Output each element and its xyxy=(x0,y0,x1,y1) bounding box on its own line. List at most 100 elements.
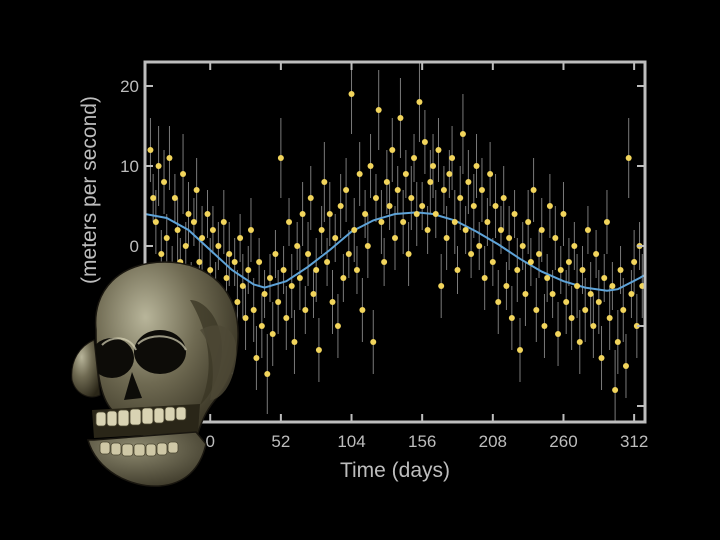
data-point xyxy=(397,115,404,121)
data-point xyxy=(163,235,170,241)
data-point xyxy=(468,251,475,257)
data-point xyxy=(353,267,360,273)
data-point xyxy=(359,307,366,313)
data-point xyxy=(152,219,159,225)
data-point xyxy=(514,267,521,273)
data-point xyxy=(546,203,553,209)
data-point xyxy=(185,211,192,217)
data-point xyxy=(190,219,197,225)
data-point xyxy=(389,147,396,153)
y-tick-label: 0 xyxy=(130,237,139,256)
data-point xyxy=(511,211,518,217)
data-point xyxy=(555,331,562,337)
data-point xyxy=(161,179,168,185)
data-point xyxy=(576,339,583,345)
data-point xyxy=(250,307,257,313)
data-point xyxy=(332,235,339,241)
data-point xyxy=(631,259,638,265)
data-point xyxy=(457,195,464,201)
data-point xyxy=(544,275,551,281)
data-point xyxy=(253,355,260,361)
data-point xyxy=(258,323,265,329)
skull-illustration xyxy=(71,261,239,487)
data-point xyxy=(408,195,415,201)
data-point xyxy=(489,259,496,265)
data-point xyxy=(470,203,477,209)
data-point xyxy=(261,291,268,297)
data-point xyxy=(465,179,472,185)
data-point xyxy=(421,139,428,145)
data-point xyxy=(174,227,181,233)
data-point xyxy=(481,275,488,281)
data-point xyxy=(315,347,322,353)
data-point xyxy=(628,291,635,297)
data-point xyxy=(147,147,154,153)
data-point xyxy=(508,315,515,321)
data-point xyxy=(541,323,548,329)
data-point xyxy=(381,259,388,265)
data-point xyxy=(364,243,371,249)
data-point xyxy=(427,179,434,185)
data-point xyxy=(247,227,254,233)
data-point xyxy=(582,307,589,313)
data-point xyxy=(275,299,282,305)
fit-curve xyxy=(145,211,645,292)
data-point xyxy=(394,187,401,193)
data-point xyxy=(497,227,504,233)
data-point xyxy=(340,275,347,281)
data-point xyxy=(226,251,233,257)
data-point xyxy=(215,243,222,249)
data-point xyxy=(527,259,534,265)
data-point xyxy=(598,355,605,361)
data-point xyxy=(440,187,447,193)
data-point xyxy=(419,203,426,209)
data-point xyxy=(435,147,442,153)
data-point xyxy=(171,195,178,201)
data-point xyxy=(288,283,295,289)
data-point xyxy=(234,299,241,305)
data-point xyxy=(484,219,491,225)
data-point xyxy=(237,235,244,241)
y-tick-label: 10 xyxy=(120,157,139,176)
data-point xyxy=(378,219,385,225)
data-point xyxy=(362,211,369,217)
data-point xyxy=(242,315,249,321)
data-point xyxy=(557,267,564,273)
data-point xyxy=(307,195,314,201)
data-point xyxy=(291,339,298,345)
data-point xyxy=(454,267,461,273)
data-point xyxy=(267,275,273,281)
data-point xyxy=(459,131,466,137)
data-point xyxy=(430,163,437,169)
data-point xyxy=(620,307,627,313)
x-tick-label: 156 xyxy=(408,432,436,451)
data-point xyxy=(345,251,352,257)
data-point xyxy=(402,171,409,177)
data-point xyxy=(595,299,602,305)
data-point xyxy=(530,187,537,193)
x-tick-label: 52 xyxy=(271,432,290,451)
data-point xyxy=(286,219,293,225)
data-point xyxy=(155,163,162,169)
data-point xyxy=(609,283,616,289)
data-point xyxy=(443,235,450,241)
data-point xyxy=(451,219,458,225)
data-point xyxy=(405,251,412,257)
data-point xyxy=(272,251,279,257)
data-point xyxy=(256,259,263,265)
data-point xyxy=(416,99,423,105)
data-point xyxy=(231,259,238,265)
data-point xyxy=(617,267,624,273)
data-point xyxy=(204,211,211,217)
plot-frame xyxy=(143,60,647,424)
data-point xyxy=(375,107,382,113)
data-point xyxy=(517,347,523,353)
data-point xyxy=(500,195,507,201)
data-point xyxy=(305,251,312,257)
data-point xyxy=(601,275,608,281)
data-point xyxy=(587,291,594,297)
data-point xyxy=(196,259,203,265)
data-point xyxy=(478,187,485,193)
data-point xyxy=(199,235,206,241)
